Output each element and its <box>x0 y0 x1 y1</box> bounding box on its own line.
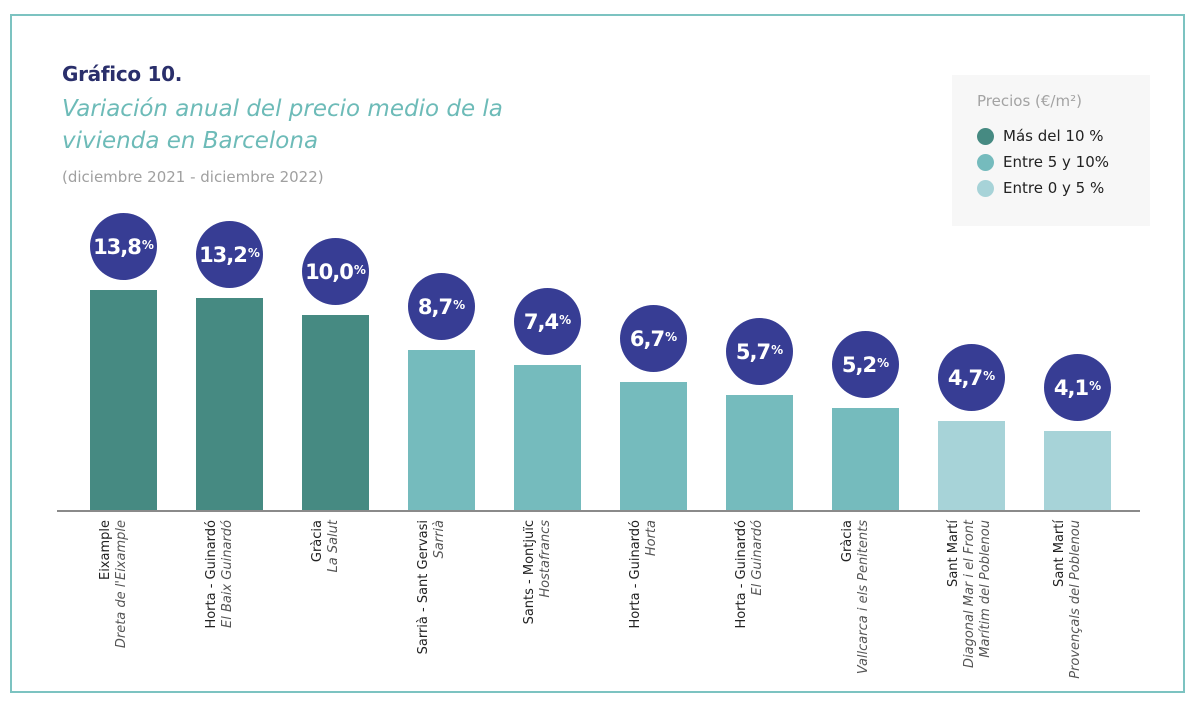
neighborhood-label: Hostafrancs <box>538 520 553 598</box>
x-axis-label: Horta - Guinardó El Baix Guinardó <box>204 520 254 690</box>
bar <box>302 315 369 510</box>
percent-sign: % <box>453 297 466 312</box>
bar <box>408 350 475 510</box>
neighborhood-label: El Guinardó <box>750 520 765 596</box>
chart-title: Variación anual del precio medio de la v… <box>62 96 503 154</box>
bar <box>832 408 899 510</box>
value-label: 13,2 <box>199 242 248 267</box>
percent-sign: % <box>771 342 784 357</box>
neighborhood-label: Sarrià <box>432 520 447 559</box>
percent-sign: % <box>665 329 678 344</box>
value-bubble: 13,2% <box>196 221 263 288</box>
neighborhood-label: Dreta de l'Eixample <box>114 520 129 649</box>
district-label: Sant Martí <box>946 520 961 587</box>
value-label: 13,8 <box>93 234 142 259</box>
x-axis-label: Sarrià - Sant Gervasi Sarrià <box>416 520 466 690</box>
value-label: 6,7 <box>629 326 665 351</box>
x-axis-label: Horta - Guinardó El Guinardó <box>734 520 784 690</box>
value-label: 7,4 <box>523 309 559 334</box>
bar <box>90 290 157 510</box>
value-label: 10,0 <box>305 259 354 284</box>
district-label: Sarrià - Sant Gervasi <box>416 520 431 655</box>
value-label: 5,7 <box>735 339 771 364</box>
value-bubble: 4,7% <box>938 344 1005 411</box>
value-bubble: 4,1% <box>1044 354 1111 421</box>
legend-label: Más del 10 % <box>1003 127 1104 145</box>
legend-dot-icon <box>977 127 994 145</box>
neighborhood-label: Provençals del Poblenou <box>1068 520 1083 679</box>
legend-label: Entre 5 y 10% <box>1003 153 1109 171</box>
neighborhood-label: El Baix Guinardó <box>220 520 235 628</box>
bar <box>514 365 581 510</box>
neighborhood-label: La Salut <box>326 520 341 573</box>
percent-sign: % <box>983 368 996 383</box>
neighborhood-label: Diagonal Mar i el Front Marítim del Pobl… <box>962 520 993 669</box>
district-label: Horta - Guinardó <box>204 520 219 629</box>
neighborhood-label: Horta <box>644 520 659 557</box>
district-label: Horta - Guinardó <box>734 520 749 629</box>
x-axis-baseline <box>57 510 1140 512</box>
x-axis-label: Horta - Guinardó Horta <box>628 520 678 690</box>
percent-sign: % <box>559 312 572 327</box>
figure-number: Gráfico 10. <box>62 62 183 86</box>
x-axis-label: Eixample Dreta de l'Eixample <box>98 520 148 690</box>
value-label: 5,2 <box>841 352 877 377</box>
value-bubble: 8,7% <box>408 273 475 340</box>
district-label: Gràcia <box>840 520 855 563</box>
district-label: Horta - Guinardó <box>628 520 643 629</box>
value-bubble: 5,7% <box>726 318 793 385</box>
bar <box>938 421 1005 510</box>
value-bubble: 6,7% <box>620 305 687 372</box>
percent-sign: % <box>353 262 366 277</box>
bar <box>620 382 687 510</box>
chart-frame <box>10 14 1185 693</box>
legend-label: Entre 0 y 5 % <box>1003 179 1105 197</box>
legend-item-over-10: Más del 10 % <box>977 127 1104 145</box>
legend-item-0-5: Entre 0 y 5 % <box>977 179 1104 197</box>
value-bubble: 13,8% <box>90 213 157 280</box>
value-label: 4,1 <box>1053 375 1089 400</box>
percent-sign: % <box>141 237 154 252</box>
value-bubble: 7,4% <box>514 288 581 355</box>
legend-dot-icon <box>977 153 994 171</box>
percent-sign: % <box>247 245 260 260</box>
value-bubble: 5,2% <box>832 331 899 398</box>
chart-subtitle: (diciembre 2021 - diciembre 2022) <box>62 168 324 186</box>
x-axis-label: Gràcia Vallcarca i els Penitents <box>840 520 890 690</box>
value-label: 8,7 <box>417 294 453 319</box>
x-axis-label: Sants - Montjuïc Hostafrancs <box>522 520 572 690</box>
district-label: Sants - Montjuïc <box>522 520 537 625</box>
value-label: 4,7 <box>947 365 983 390</box>
district-label: Sant Martí <box>1052 520 1067 587</box>
neighborhood-label: Vallcarca i els Penitents <box>856 520 871 675</box>
legend-item-5-10: Entre 5 y 10% <box>977 153 1109 171</box>
legend: Precios (€/m²) Más del 10 % Entre 5 y 10… <box>952 75 1150 226</box>
bar <box>196 298 263 510</box>
district-label: Eixample <box>98 520 113 581</box>
x-axis-label: Sant Martí Diagonal Mar i el Front Maríti… <box>946 520 996 690</box>
district-label: Gràcia <box>310 520 325 563</box>
x-axis-label: Gràcia La Salut <box>310 520 360 690</box>
legend-dot-icon <box>977 179 994 197</box>
bar <box>726 395 793 510</box>
percent-sign: % <box>877 355 890 370</box>
x-axis-label: Sant Martí Provençals del Poblenou <box>1052 520 1102 690</box>
legend-title: Precios (€/m²) <box>977 92 1082 110</box>
value-bubble: 10,0% <box>302 238 369 305</box>
percent-sign: % <box>1089 378 1102 393</box>
bar <box>1044 431 1111 510</box>
